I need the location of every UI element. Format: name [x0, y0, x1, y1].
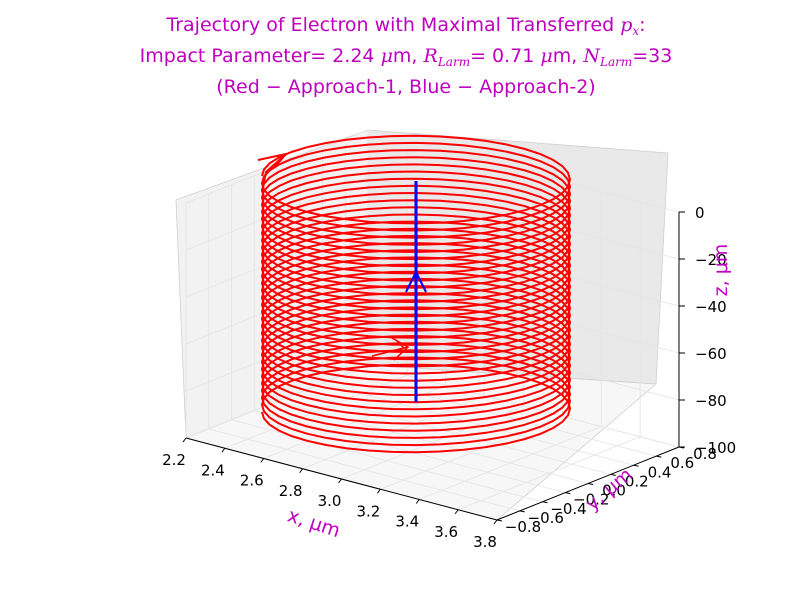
title-line-1-text: Trajectory of Electron with Maximal Tran… — [166, 14, 621, 36]
y-tick — [656, 455, 662, 458]
x-tick — [299, 468, 304, 474]
y-tick-label: 0.8 — [693, 445, 717, 463]
title-n-symbol: N — [583, 45, 600, 67]
title-unit-2: m, — [552, 45, 584, 67]
title-px-subscript: x — [632, 24, 640, 38]
y-tick-label: 0.6 — [670, 454, 694, 472]
approach-1-helix — [260, 134, 572, 454]
title-mu-1: μ — [380, 45, 393, 67]
y-tick — [542, 501, 548, 504]
x-tick — [454, 509, 459, 515]
x-tick-label: 3.6 — [434, 523, 458, 541]
z-grid-line — [185, 129, 680, 213]
approach-2-arrow — [405, 269, 427, 324]
title-line-1-suffix: : — [639, 14, 646, 36]
z-tick-label: 0 — [695, 204, 705, 222]
x-tick — [415, 499, 420, 504]
y-tick — [610, 473, 616, 476]
y-tick-label: −0.6 — [528, 509, 564, 527]
title-r-symbol: R — [423, 45, 438, 67]
title-r-subscript: Larm — [437, 55, 471, 69]
chart-title-line-3: (Red − Approach-1, Blue − Approach-2) — [0, 76, 812, 98]
x-tick-label: 2.8 — [279, 482, 303, 500]
y-tick — [565, 492, 571, 495]
title-unit-1: m, — [392, 45, 424, 67]
axis-panes — [175, 129, 669, 521]
y-tick-label: 0.4 — [648, 463, 672, 481]
title-legend-note: (Red − Approach-1, Blue − Approach-2) — [216, 76, 596, 98]
title-impact-text: Impact Parameter= 2.24 — [139, 45, 381, 67]
z-grid-line — [185, 176, 680, 260]
x-tick — [260, 458, 265, 463]
title-px-symbol: p — [620, 14, 633, 36]
x-tick-label: 3.8 — [473, 533, 497, 551]
x-tick-label: 3.2 — [356, 502, 380, 520]
x-tick — [493, 519, 498, 525]
x-tick — [182, 437, 187, 443]
x-tick — [338, 478, 342, 484]
z-tick-label: −40 — [695, 298, 727, 316]
y-tick — [587, 483, 594, 485]
z-tick-label: −20 — [695, 251, 727, 269]
series-approach-2 — [405, 181, 427, 402]
x-tick-label: 2.6 — [240, 472, 264, 490]
chart-title-line-2: Impact Parameter= 2.24 μm, RLarm= 0.71 μ… — [0, 45, 812, 69]
x-axis-label: x, μm — [285, 505, 343, 543]
y-tick-label: 0.0 — [602, 482, 626, 500]
title-mu-2: μ — [540, 45, 553, 67]
approach-1-end-arrow — [257, 152, 289, 193]
y-tick — [633, 464, 639, 467]
approach-1-arrow-head — [371, 337, 410, 361]
x-tick-label: 3.0 — [318, 492, 342, 510]
z-tick-label: −80 — [695, 392, 727, 410]
y-tick-label: −0.2 — [573, 491, 609, 509]
y-tick — [496, 519, 503, 522]
x-tick — [376, 488, 381, 494]
y-tick-label: 0.2 — [625, 472, 649, 490]
title-n-subscript: Larm — [599, 55, 633, 69]
tick-labels: 2.22.42.62.83.03.23.43.63.8−0.8−0.6−0.4−… — [162, 204, 736, 551]
chart-title-line-1: Trajectory of Electron with Maximal Tran… — [0, 14, 812, 38]
x-tick-label: 2.4 — [201, 461, 225, 479]
z-axis-label: z, μm — [710, 244, 732, 297]
x-tick-label: 2.2 — [162, 451, 186, 469]
y-tick-label: −0.8 — [505, 518, 541, 536]
z-grid-line — [185, 317, 680, 401]
title-radius-text: = 0.71 — [470, 45, 541, 67]
y-tick-label: −0.4 — [550, 500, 586, 518]
y-tick — [519, 510, 525, 513]
series-approach-1 — [257, 134, 572, 454]
title-turns-text: =33 — [632, 45, 673, 67]
z-tick-label: −60 — [695, 345, 727, 363]
x-tick — [221, 447, 226, 453]
z-tick-label: −100 — [695, 439, 736, 457]
x-tick-label: 3.4 — [395, 513, 419, 531]
